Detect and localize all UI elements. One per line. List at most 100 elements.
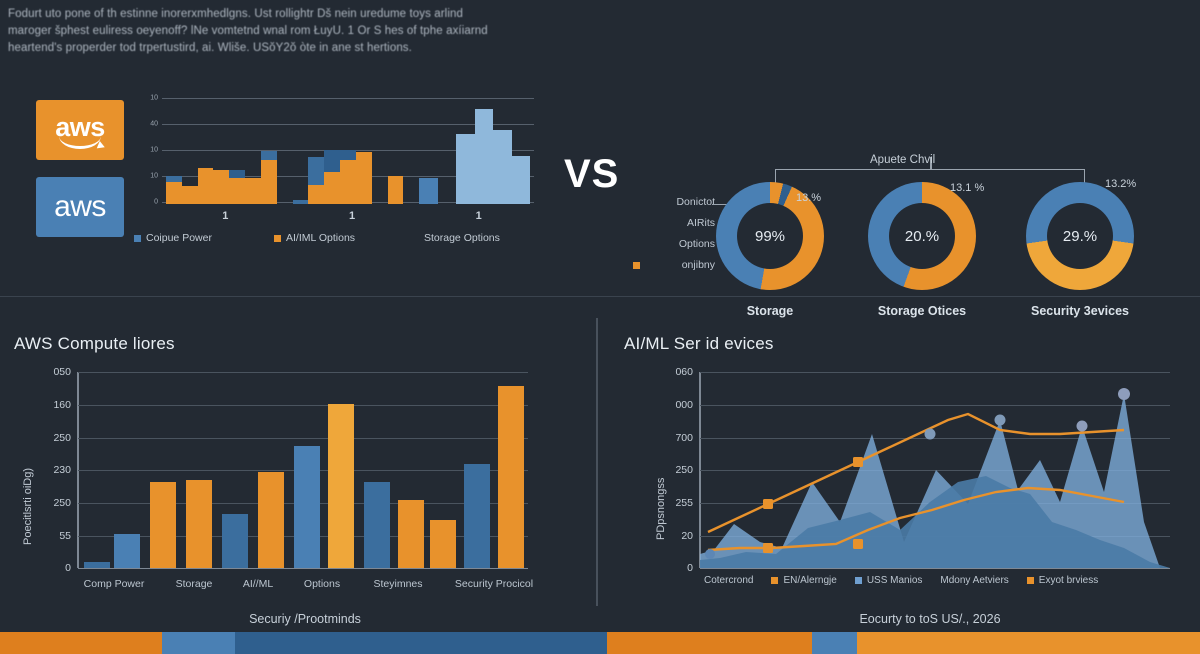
- mini-legend-item-0: Coipue Power: [134, 232, 274, 244]
- left-xcat-0: Comp Power: [83, 578, 145, 590]
- bar-0: [84, 562, 110, 568]
- donut-chart-storage: 99% Storage: [700, 182, 840, 318]
- strip-segment-4: [812, 632, 857, 654]
- intro-paragraph: Fodurt uto pone of th estinne inorerxmhe…: [8, 6, 538, 57]
- right-legend-item-2: USS Manios: [854, 575, 923, 586]
- left-xcat-5: Security Procicol: [454, 578, 534, 590]
- mini-xlabel-1: 1: [222, 210, 229, 222]
- donut-caption-1: Storage Otices: [877, 304, 967, 318]
- right-legend-label-2: USS Manios: [866, 575, 923, 586]
- mini-chart-plot: 10 40 10 10 0: [150, 92, 534, 222]
- legend-swatch-exyot: [1026, 577, 1034, 584]
- left-ytick-4: 250: [53, 432, 71, 444]
- right-legend-item-4: Exyot brviess: [1026, 575, 1099, 586]
- donut-ring-2: 29.%: [1026, 182, 1134, 290]
- mini-legend-item-1: AI/IML Options: [274, 232, 424, 244]
- left-bar-chart: 050 160 250 230 250 55 0 Comp Power Stor: [53, 366, 533, 590]
- left-bar-series: [78, 372, 528, 568]
- right-ytick-0: 0: [687, 562, 693, 574]
- intro-line-1: Fodurt uto pone of th estinne inorerxmhe…: [8, 8, 463, 20]
- mini-legend-label-1: AI/IML Options: [286, 232, 356, 244]
- left-xcat-3: Options: [303, 578, 341, 590]
- marker-peak-3: [1076, 420, 1088, 432]
- right-ytick-4: 700: [675, 432, 693, 444]
- left-ytick-3: 230: [53, 464, 71, 476]
- right-legend-label-0: Cotercrond: [704, 575, 754, 586]
- right-panel-title: AI/ML Ser id evices: [624, 334, 774, 353]
- left-ytick-2: 250: [53, 497, 71, 509]
- bar-8: [364, 482, 390, 568]
- panel-divider: [596, 318, 598, 606]
- mini-legend-label-2: Storage Options: [424, 232, 500, 244]
- donut-center-value-2: 29.%: [1062, 227, 1098, 245]
- right-ytick-2: 255: [675, 497, 693, 509]
- mini-ytick-1: 40: [150, 120, 158, 128]
- marker-ex-2: [853, 539, 863, 549]
- strip-segment-3: [607, 632, 812, 654]
- mini-chart-legend: Coipue Power AI/IML Options Storage Opti…: [134, 232, 534, 244]
- right-legend-item-3: Mdony Aetviers: [940, 575, 1008, 586]
- mini-xlabel-2: 1: [348, 210, 356, 222]
- left-xcat-2: AI//ML: [242, 578, 274, 590]
- line-series-en-alerngje: [707, 412, 1125, 534]
- marker-peak-4: [1118, 388, 1130, 400]
- vs-label: VS: [564, 152, 620, 196]
- strip-segment-0: [0, 632, 162, 654]
- right-panel-caption: Eocurty to toS US/., 2026: [859, 612, 1001, 626]
- legend-swatch-aiml: [274, 234, 281, 242]
- donut-label-row-3-text: onjibny: [681, 259, 715, 271]
- right-legend-label-4: Exyot brviess: [1038, 575, 1099, 586]
- aws-logo-blue: aws: [36, 177, 124, 237]
- donut-label-row-2: Options: [678, 238, 715, 250]
- mini-ytick-3: 10: [150, 172, 158, 180]
- bracket-stem: [930, 157, 932, 170]
- donut-pct-label-0: 13.%: [796, 192, 822, 204]
- strip-segment-1: [162, 632, 235, 654]
- section-divider: [0, 296, 1200, 297]
- right-chart-legend: Cotercrond EN/Alerngje USS Manios Mdony …: [704, 575, 1116, 586]
- left-ytick-1: 55: [59, 530, 71, 542]
- left-panel-title: AWS Compute liores: [14, 334, 175, 353]
- left-y-axis-label: Poecitlsrti oiDg): [22, 467, 34, 545]
- donut-caption-0: Storage: [746, 304, 794, 318]
- bar-3: [186, 480, 212, 568]
- bar-12: [498, 386, 524, 568]
- mini-legend-item-2: Storage Options: [424, 232, 500, 244]
- right-ytick-6: 060: [675, 366, 693, 378]
- mini-group-1: 1: [162, 92, 281, 222]
- donut-label-list: Donictot AIRits Options onjibny: [633, 192, 715, 276]
- bar-5: [258, 472, 284, 568]
- right-area-chart: 060 000 700 250 255 20 0: [675, 366, 1170, 574]
- marker-peak-2: [994, 414, 1006, 426]
- bar-1: [114, 534, 140, 568]
- left-ytick-0: 0: [65, 562, 71, 574]
- left-xcat-4: Steyimnes: [373, 578, 423, 590]
- bar-10: [430, 520, 456, 568]
- marker-ex-1: [763, 543, 773, 553]
- marker-en-2: [853, 457, 863, 467]
- right-ytick-5: 000: [675, 399, 693, 411]
- mini-group-3: 1: [415, 92, 534, 222]
- comparison-bracket: [775, 157, 1085, 183]
- mini-ytick-0: 10: [150, 94, 158, 102]
- bar-7: [328, 404, 354, 568]
- right-ytick-1: 20: [681, 530, 693, 542]
- legend-swatch-compute: [134, 234, 141, 242]
- right-legend-item-0: Cotercrond: [704, 575, 753, 586]
- donut-chart-security: 29.% Security 3evices: [1010, 182, 1150, 318]
- intro-line-2: maroger šphest euliress oeyenoff? lNe vo…: [8, 25, 488, 37]
- mini-legend-label-0: Coipue Power: [146, 232, 212, 244]
- marker-peak-0: [705, 549, 715, 559]
- left-ytick-6: 050: [53, 366, 71, 378]
- mini-stacked-bar-chart: 10 40 10 10 0: [134, 92, 534, 262]
- right-y-axis-label: PDpsnongss: [655, 477, 667, 540]
- donut-center-value-0: 99%: [754, 227, 786, 245]
- donut-chart-storage-otices: 20.% Storage Otices: [852, 182, 992, 318]
- aws-logo-column: aws aws: [36, 100, 124, 237]
- aws-wordmark-blue: aws: [54, 190, 106, 223]
- mini-ytick-2: 10: [150, 146, 158, 154]
- legend-swatch-en-alerngje: [771, 577, 779, 584]
- donut-label-row-0: Donictot: [676, 196, 715, 208]
- marker-peak-1: [924, 428, 936, 440]
